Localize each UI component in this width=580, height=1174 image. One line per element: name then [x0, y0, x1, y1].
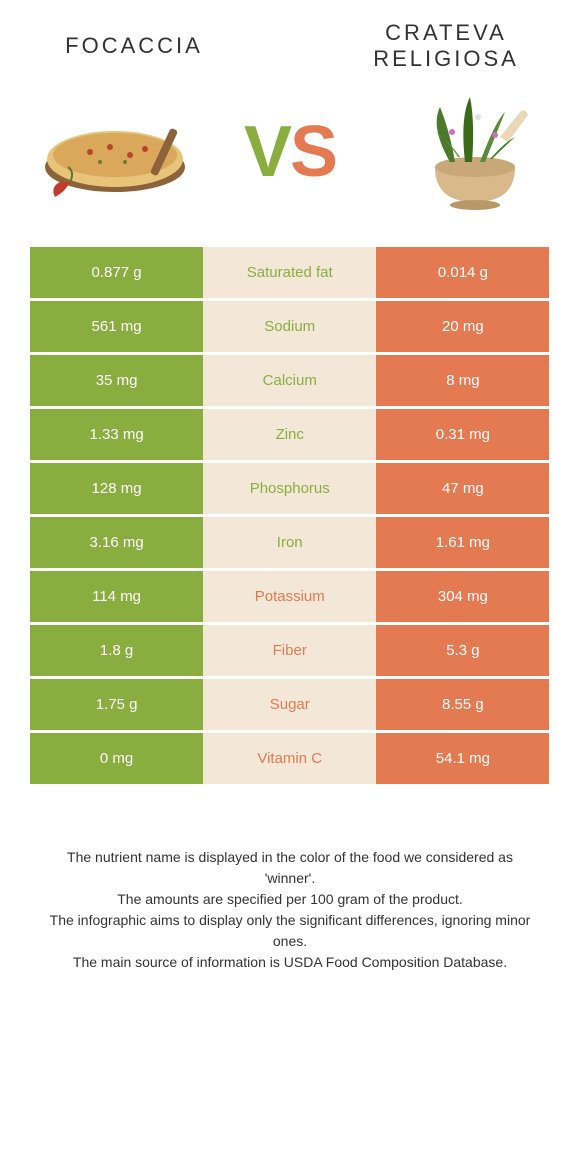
left-value-cell: 114 mg [30, 571, 203, 622]
right-food-title: Crateva religiosa [342, 20, 550, 72]
right-value-cell: 8.55 g [376, 679, 549, 730]
left-value-cell: 561 mg [30, 301, 203, 352]
right-value-cell: 8 mg [376, 355, 549, 406]
focaccia-icon [30, 87, 200, 217]
vs-s-letter: S [290, 112, 336, 192]
table-row: 0.877 gSaturated fat0.014 g [30, 247, 550, 301]
nutrient-name-cell: Phosphorus [203, 463, 376, 514]
right-value-cell: 47 mg [376, 463, 549, 514]
nutrient-name-cell: Potassium [203, 571, 376, 622]
right-value-cell: 54.1 mg [376, 733, 549, 784]
table-row: 0 mgVitamin C54.1 mg [30, 733, 550, 787]
left-value-cell: 0 mg [30, 733, 203, 784]
images-row: VS [30, 87, 550, 217]
nutrient-name-cell: Fiber [203, 625, 376, 676]
table-row: 561 mgSodium20 mg [30, 301, 550, 355]
nutrient-name-cell: Sodium [203, 301, 376, 352]
right-food-image [380, 87, 550, 217]
right-value-cell: 1.61 mg [376, 517, 549, 568]
header-row: Focaccia Crateva religiosa [30, 20, 550, 72]
nutrient-name-cell: Saturated fat [203, 247, 376, 298]
footer-notes: The nutrient name is displayed in the co… [30, 847, 550, 973]
left-value-cell: 128 mg [30, 463, 203, 514]
nutrient-name-cell: Iron [203, 517, 376, 568]
vs-v-letter: V [244, 112, 290, 192]
nutrient-name-cell: Zinc [203, 409, 376, 460]
footer-line-4: The main source of information is USDA F… [40, 952, 540, 973]
table-row: 114 mgPotassium304 mg [30, 571, 550, 625]
nutrient-name-cell: Vitamin C [203, 733, 376, 784]
table-row: 1.33 mgZinc0.31 mg [30, 409, 550, 463]
comparison-table: 0.877 gSaturated fat0.014 g561 mgSodium2… [30, 247, 550, 787]
infographic-container: Focaccia Crateva religiosa VS [0, 0, 580, 993]
table-row: 3.16 mgIron1.61 mg [30, 517, 550, 571]
left-food-title: Focaccia [30, 33, 238, 59]
footer-line-1: The nutrient name is displayed in the co… [40, 847, 540, 889]
table-row: 35 mgCalcium8 mg [30, 355, 550, 409]
vs-label: VS [244, 111, 336, 193]
left-food-image [30, 87, 200, 217]
table-row: 1.75 gSugar8.55 g [30, 679, 550, 733]
herbs-mortar-icon [380, 87, 550, 217]
right-value-cell: 5.3 g [376, 625, 549, 676]
left-value-cell: 1.75 g [30, 679, 203, 730]
right-value-cell: 0.31 mg [376, 409, 549, 460]
table-row: 1.8 gFiber5.3 g [30, 625, 550, 679]
footer-line-3: The infographic aims to display only the… [40, 910, 540, 952]
right-value-cell: 20 mg [376, 301, 549, 352]
left-value-cell: 1.33 mg [30, 409, 203, 460]
nutrient-name-cell: Sugar [203, 679, 376, 730]
right-value-cell: 0.014 g [376, 247, 549, 298]
nutrient-name-cell: Calcium [203, 355, 376, 406]
left-value-cell: 35 mg [30, 355, 203, 406]
right-value-cell: 304 mg [376, 571, 549, 622]
left-value-cell: 3.16 mg [30, 517, 203, 568]
left-value-cell: 1.8 g [30, 625, 203, 676]
left-value-cell: 0.877 g [30, 247, 203, 298]
footer-line-2: The amounts are specified per 100 gram o… [40, 889, 540, 910]
table-row: 128 mgPhosphorus47 mg [30, 463, 550, 517]
